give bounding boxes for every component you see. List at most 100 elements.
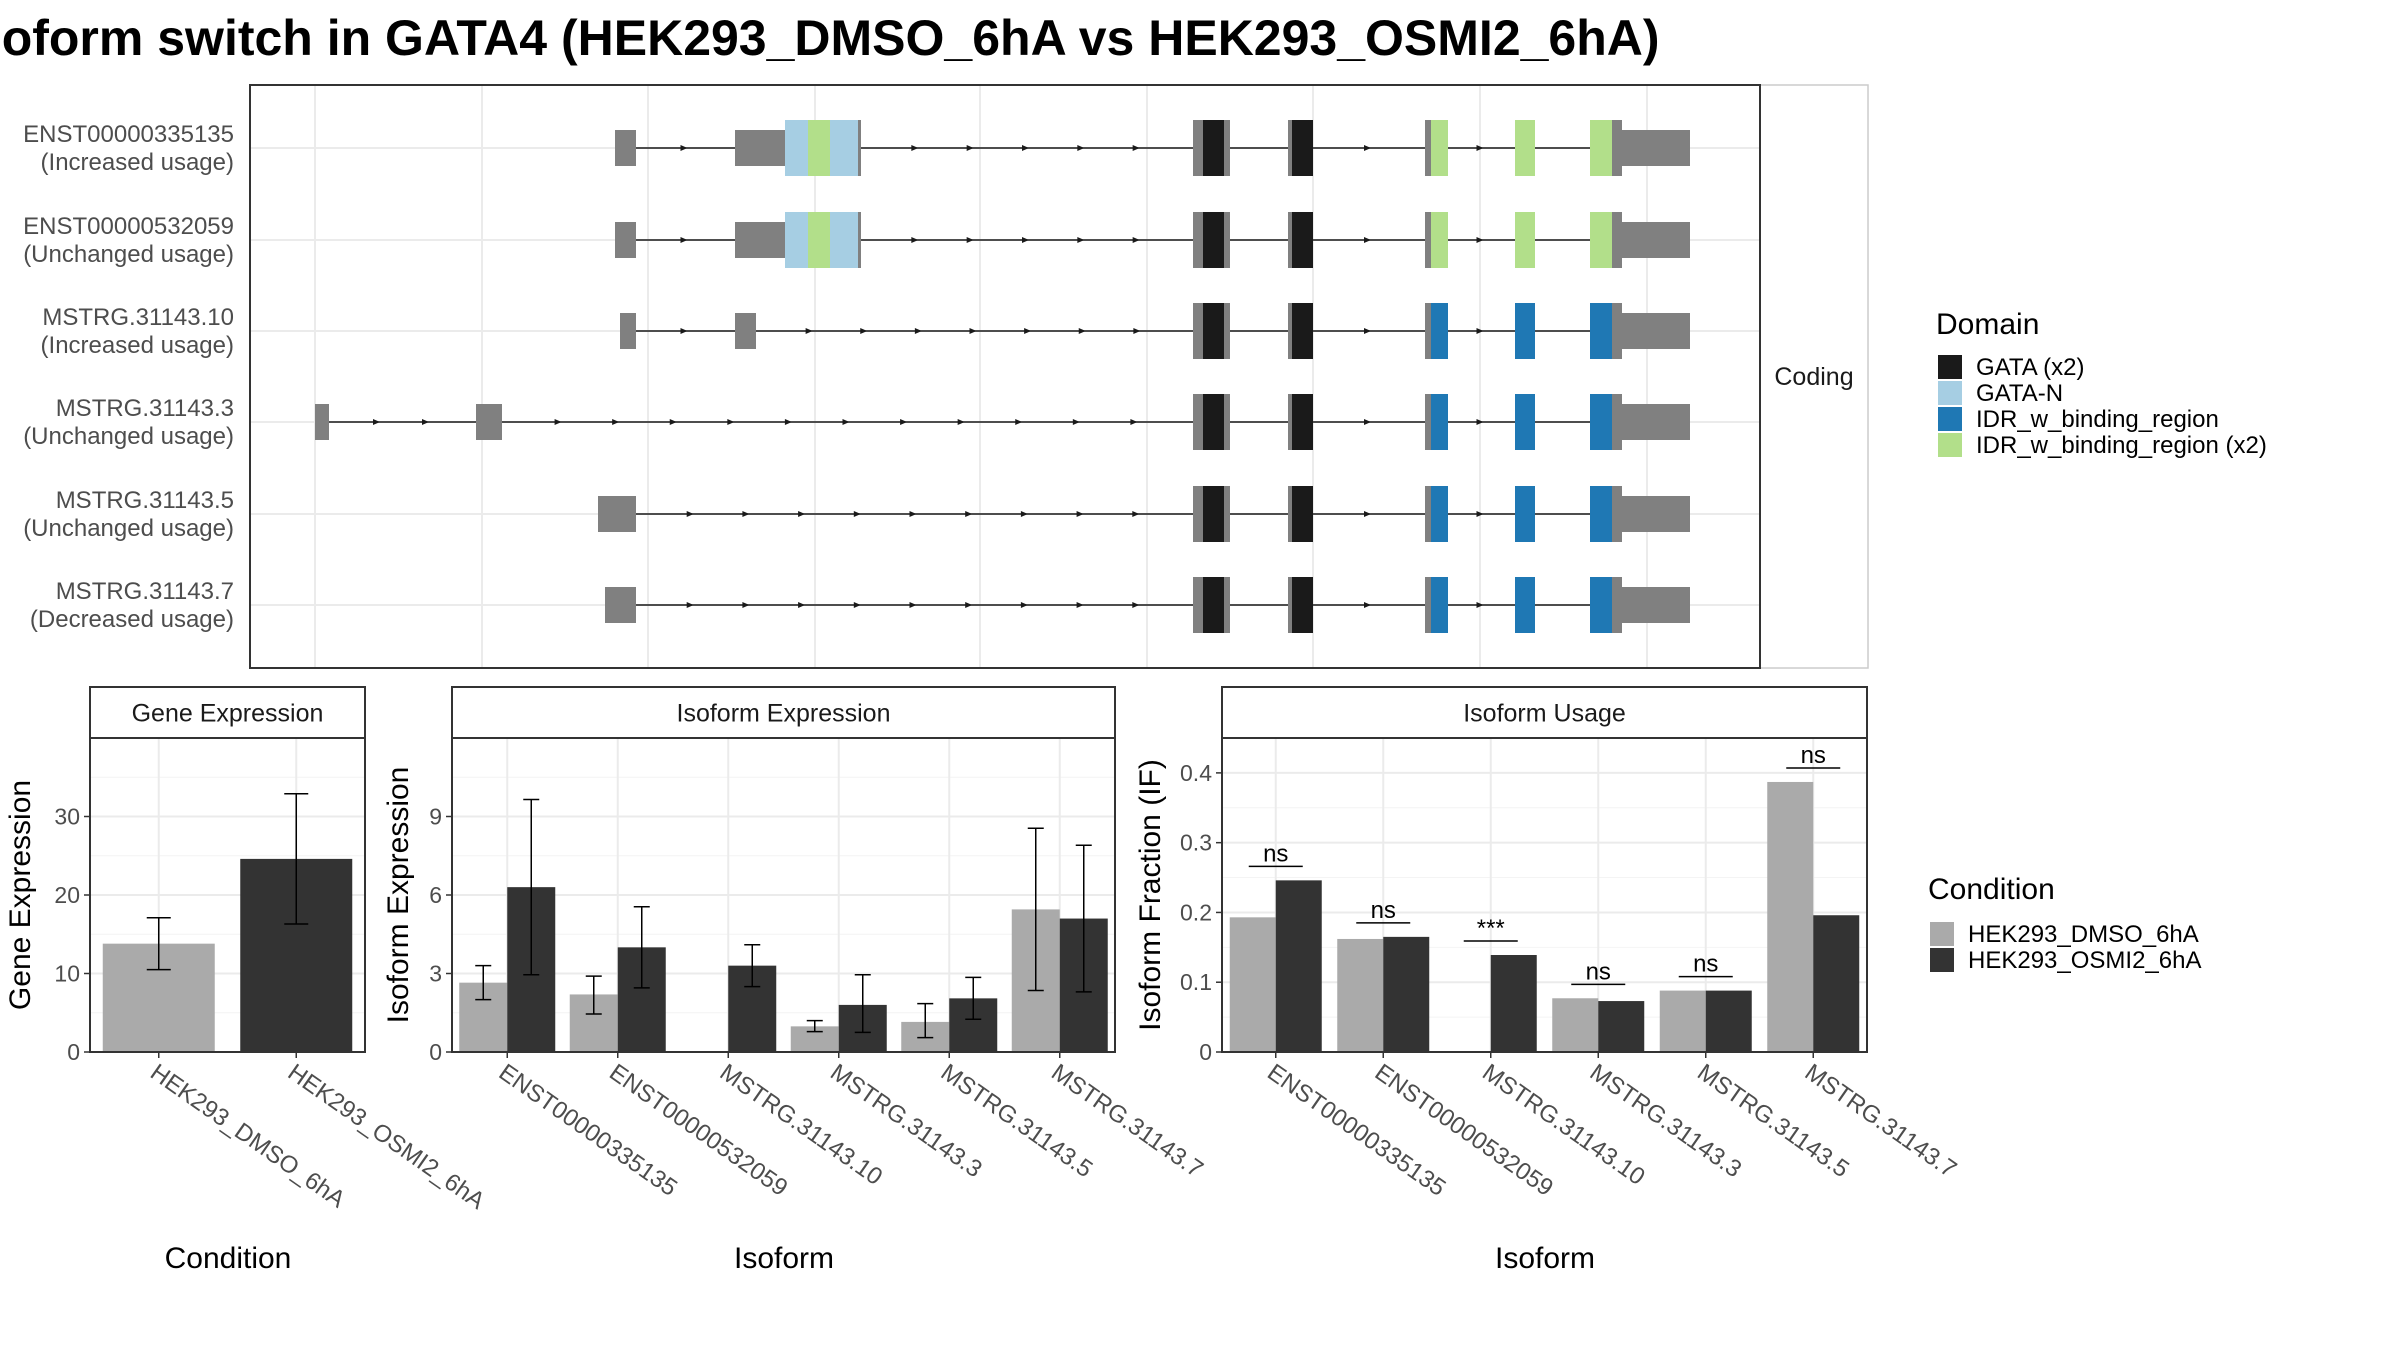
isoform-usage-chart: Isoform Usage ns ns *** ns ns ns 0 0.1 0.2 0.3 0.4 E… xyxy=(1134,686,1961,1275)
coding-exon xyxy=(1612,486,1622,542)
transcript-status-label: (Increased usage) xyxy=(41,149,234,176)
intron-arrow xyxy=(1020,602,1028,608)
intron-arrow xyxy=(1076,602,1084,608)
bar-dmso xyxy=(1337,938,1384,1052)
x-axis-title: Isoform xyxy=(734,1242,834,1275)
y-tick-label: 0.1 xyxy=(1180,969,1212,995)
condition-legend-swatch xyxy=(1930,948,1954,972)
utr-exon xyxy=(315,404,329,440)
coding-exon xyxy=(1612,120,1622,176)
intron-arrow xyxy=(966,145,974,151)
intron-arrow xyxy=(1022,145,1029,151)
figure-title: Isoform switch in GATA4 (HEK293_DMSO_6hA… xyxy=(0,10,1660,66)
x-axis-title: Isoform xyxy=(1495,1242,1595,1275)
intron-arrow xyxy=(914,328,922,334)
y-tick-label: 0 xyxy=(1199,1039,1212,1065)
intron-arrow xyxy=(798,602,806,608)
intron-arrow xyxy=(1020,511,1028,517)
x-axis-title: Condition xyxy=(165,1242,292,1275)
intron-arrow xyxy=(798,511,806,517)
y-tick-label: 0.4 xyxy=(1180,760,1212,786)
domain-legend-label: IDR_w_binding_region xyxy=(1976,406,2219,433)
y-tick-label: 3 xyxy=(429,961,442,987)
coding-exon xyxy=(858,120,861,176)
transcript-status-label: (Decreased usage) xyxy=(30,606,234,633)
gata-domain xyxy=(1292,577,1313,633)
gata-domain xyxy=(1203,303,1224,359)
gata-domain xyxy=(1292,120,1313,176)
idr-domain xyxy=(1590,120,1612,176)
y-tick-label: 30 xyxy=(54,804,80,830)
gata-domain xyxy=(1292,303,1313,359)
transcript-id-label: MSTRG.31143.7 xyxy=(56,578,234,605)
panel-title: Isoform Usage xyxy=(1463,700,1626,728)
intron-arrow xyxy=(853,511,861,517)
intron-arrow xyxy=(842,419,850,425)
intron-arrow xyxy=(1364,511,1371,517)
bar-osmi xyxy=(1383,936,1430,1052)
significance-label: ns xyxy=(1263,840,1288,867)
idr-domain xyxy=(808,120,830,176)
transcript-strip-label: Coding xyxy=(1774,363,1853,391)
idr-domain xyxy=(1590,303,1612,359)
y-tick-label: 9 xyxy=(429,804,442,830)
y-tick-label: 6 xyxy=(429,882,442,908)
x-tick-label: ENST00000335135 xyxy=(1262,1059,1450,1202)
intron-arrow xyxy=(1364,237,1371,243)
x-tick-label: ENST00000335135 xyxy=(494,1059,682,1202)
transcript-panel-border xyxy=(249,84,1761,669)
x-tick-label: ENST00000532059 xyxy=(604,1059,792,1202)
bar-dmso xyxy=(1659,990,1706,1052)
intron-arrow xyxy=(911,237,919,243)
intron-arrow xyxy=(669,419,677,425)
intron-arrow xyxy=(1476,328,1484,334)
transcript-status-label: (Increased usage) xyxy=(41,332,234,359)
intron-arrow xyxy=(1077,237,1085,243)
intron-arrow xyxy=(680,237,688,243)
utr-exon xyxy=(605,587,636,623)
idr-domain xyxy=(1590,486,1612,542)
idr-domain xyxy=(1431,120,1448,176)
gata-domain xyxy=(1292,212,1313,268)
utr-exon xyxy=(598,496,636,532)
idr-domain xyxy=(1431,212,1448,268)
condition-legend-title: Condition xyxy=(1928,873,2055,906)
transcript-strip xyxy=(1759,84,1869,669)
idr-domain xyxy=(1515,212,1535,268)
coding-exon xyxy=(1612,303,1622,359)
intron-arrow xyxy=(612,419,620,425)
utr-exon xyxy=(476,404,502,440)
idr-domain xyxy=(1590,577,1612,633)
y-axis-title: Isoform Expression xyxy=(382,767,415,1024)
intron-arrow xyxy=(1476,145,1484,151)
panel-strip xyxy=(1221,686,1868,739)
utr-exon xyxy=(1622,404,1690,440)
utr-exon xyxy=(1622,130,1690,166)
idr-domain xyxy=(1515,303,1535,359)
bar-osmi xyxy=(1275,880,1322,1052)
significance-label: ns xyxy=(1693,951,1718,978)
gata-domain xyxy=(1203,486,1224,542)
panel-title: Isoform Expression xyxy=(677,700,891,728)
panel-border xyxy=(1221,737,1868,1053)
intron-arrow xyxy=(1364,328,1371,334)
transcript-status-label: (Unchanged usage) xyxy=(23,515,234,542)
intron-arrow xyxy=(853,602,861,608)
y-tick-label: 0 xyxy=(67,1039,80,1065)
intron-arrow xyxy=(969,328,977,334)
intron-arrow xyxy=(1077,145,1085,151)
y-tick-label: 0 xyxy=(429,1039,442,1065)
bar-osmi xyxy=(1490,955,1537,1052)
utr-exon xyxy=(735,313,756,349)
intron-arrow xyxy=(1078,328,1086,334)
intron-arrow xyxy=(742,602,750,608)
utr-exon xyxy=(735,222,785,258)
gata-domain xyxy=(1292,486,1313,542)
idr-domain xyxy=(1515,120,1535,176)
utr-exon xyxy=(615,130,636,166)
y-tick-label: 20 xyxy=(54,882,80,908)
panel-strip xyxy=(451,686,1116,739)
intron-arrow xyxy=(1022,237,1029,243)
intron-arrow xyxy=(422,419,429,425)
